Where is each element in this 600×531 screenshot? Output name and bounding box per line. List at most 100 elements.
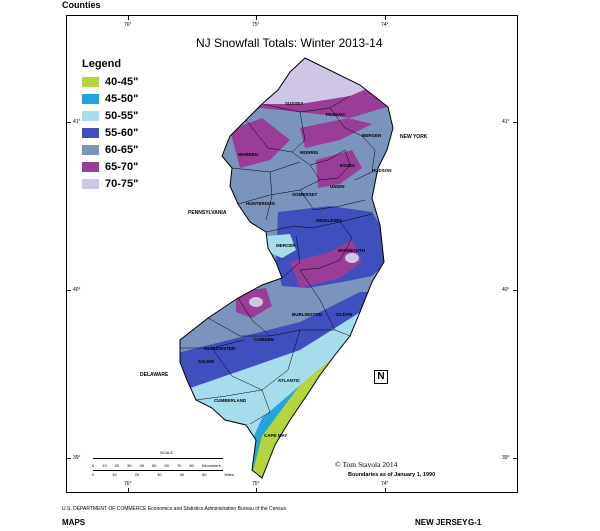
legend-label: 40-45" [105,76,139,88]
legend-title: Legend [82,58,122,70]
lon-tick [385,15,386,20]
legend-swatch [82,145,99,155]
footer-agency: U.S. DEPARTMENT OF COMMERCE Economics an… [62,506,286,512]
legend-label: 65-70" [105,161,139,173]
legend-swatch [82,162,99,172]
legend-swatch [82,94,99,104]
county-label-mercer: MERCER [276,243,296,248]
legend-item: 70-75" [82,178,138,190]
lon-label: 74° [381,22,389,28]
legend-item: 45-50" [82,93,138,105]
lon-label: 74° [381,481,389,487]
scale-tick: 50 [152,463,157,468]
lat-tick [513,122,518,123]
lat-label: 40° [502,287,510,293]
scale-tick: 70 [176,463,182,468]
county-label-camden: CAMDEN [254,337,274,342]
legend-label: 45-50" [105,93,139,105]
lat-tick [66,290,71,291]
scale-tick: 0 [92,463,95,468]
map-title: NJ Snowfall Totals: Winter 2013-14 [196,36,383,50]
scale-tick: 10 [112,472,117,477]
lat-tick [513,290,518,291]
scale-bar-line [93,470,223,471]
county-label-gloucester: GLOUCESTER [204,346,236,351]
legend-label: 60-65" [105,144,139,156]
footer-state: NEW JERSEY [415,518,468,527]
scale-tick: 20 [134,472,140,477]
scale-tick: 60 [164,463,169,468]
snow-zone-65-70 [180,58,393,120]
county-label-morris: MORRIS [300,150,318,155]
county-label-burlington: BURLINGTON [292,312,322,317]
snow-zone-65-70 [300,118,372,148]
county-label-somerset: SOMERSET [292,192,318,197]
scale-tick: 40 [179,472,185,477]
county-label-atlantic: ATLANTIC [278,378,301,383]
state-label-pennsylvania: PENNSYLVANIA [188,210,227,216]
lon-tick [128,488,129,493]
lat-label: 39° [73,455,81,461]
scale-tick: 30 [127,463,132,468]
scale-tick: 10 [102,463,107,468]
counties-header: Counties [62,0,101,10]
legend-label: 50-55" [105,110,139,122]
legend-item: 65-70" [82,161,138,173]
county-label-sussex: SUSSEX [285,101,304,106]
county-label-ocean: OCEAN [336,312,353,317]
author-credit: © Tom Stavola 2014 [335,460,398,469]
county-label-bergen: BERGEN [362,133,382,138]
legend-swatch [82,77,99,87]
lon-label: 76° [124,22,132,28]
nj-state-outline [179,57,394,479]
lon-tick [385,488,386,493]
scale-km-unit: Kilometers [201,463,221,468]
county-boundaries [180,95,376,425]
legend-swatch [82,179,99,189]
lat-label: 39° [502,455,510,461]
scale-tick: 20 [114,463,120,468]
scale-tick: 0 [92,472,95,477]
scale-tick: 80 [189,463,194,468]
snow-zone-70-75 [249,297,263,307]
legend-item: 40-45" [82,76,138,88]
county-label-salem: SALEM [198,359,214,364]
lat-tick [66,458,71,459]
scale-title: SCALE [160,450,174,455]
county-label-hunterdon: HUNTERDON [246,201,275,206]
legend-item: 60-65" [82,144,138,156]
state-label-delaware: DELAWARE [140,372,169,378]
scale-km-ticks: 0 10 20 30 40 50 60 70 80 Kilometers [92,463,221,468]
lat-label: 40° [73,287,81,293]
scale-tick: 40 [139,463,145,468]
footer-sheet: G-1 [468,518,482,527]
snow-zone-65-70 [316,150,362,188]
snow-zone-65-70 [230,118,290,168]
scale-bar-line [93,458,223,459]
north-arrow-icon: N [374,370,388,384]
snow-zone-50-55 [266,234,296,258]
county-label-warren: WARREN [238,152,258,157]
lon-tick [256,488,257,493]
lat-label: 41° [502,119,510,125]
lat-tick [513,458,518,459]
lon-label: 75° [252,22,260,28]
county-label-middlesex: MIDDLESEX [316,218,343,223]
legend-label: 55-60" [105,127,139,139]
lat-tick [66,122,71,123]
snow-zone-65-70 [290,240,362,288]
lon-label: 75° [252,481,260,487]
county-label-hudson: HUDSON [372,168,392,173]
legend-item: 55-60" [82,127,138,139]
county-label-union: UNION [330,184,345,189]
snow-zone-70-75 [345,253,359,263]
boundary-note: Boundaries as of January 1, 1990 [348,472,436,478]
county-label-passaic: PASSAIC [326,112,346,117]
state-label-new-york: NEW YORK [400,134,428,140]
lon-tick [256,15,257,20]
legend-swatch [82,128,99,138]
legend-item: 50-55" [82,110,138,122]
county-label-essex: ESSEX [340,163,356,168]
lon-label: 76° [124,481,132,487]
